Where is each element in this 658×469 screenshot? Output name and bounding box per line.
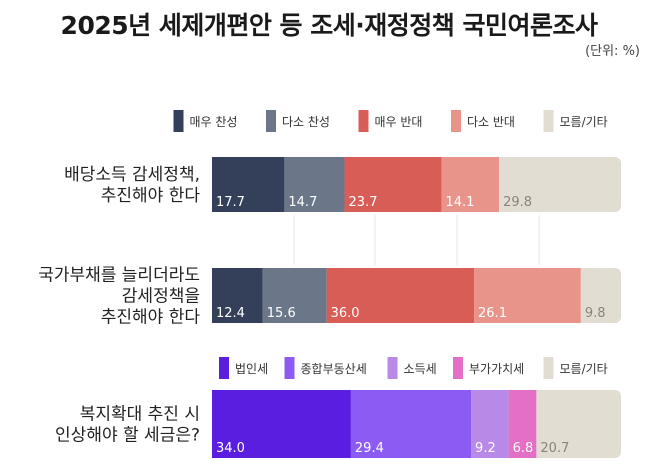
legend-swatch: [219, 357, 229, 379]
legend-swatch: [453, 357, 463, 379]
bar-segment: [580, 268, 621, 323]
category-label: 감세정책을: [122, 287, 200, 307]
data-label: 12.4: [216, 306, 245, 321]
legend-label: 종합부동산세: [301, 362, 367, 376]
bar-segment: [441, 157, 500, 212]
data-label: 17.7: [216, 195, 245, 210]
bar-segment: [262, 268, 327, 323]
legend-swatch: [451, 110, 461, 132]
legend-label: 다소 반대: [467, 115, 515, 129]
category-label: 복지확대 추진 시: [80, 405, 200, 425]
bar-segment: [350, 390, 472, 458]
data-label: 26.1: [478, 306, 507, 321]
legend-label: 부가가치세: [469, 362, 524, 376]
category-label: 인상해야 할 세금은?: [55, 426, 200, 446]
bar-segment: [212, 157, 285, 212]
bar-segment-edge: [580, 268, 589, 323]
data-label: 20.7: [540, 441, 569, 456]
data-label: 6.8: [513, 441, 534, 456]
legend-label: 소득세: [404, 362, 437, 376]
bar-segment: [471, 390, 509, 458]
chart-title: 2025년 세제개편안 등 조세·재정정책 국민여론조사: [60, 11, 598, 40]
legend-swatch: [266, 110, 276, 132]
legend-label: 모름/기타: [560, 115, 608, 129]
legend-label: 매우 반대: [375, 115, 423, 129]
legend-label: 모름/기타: [560, 362, 608, 376]
legend-swatch: [543, 357, 554, 379]
bar-segment: [284, 157, 345, 212]
bar-segment: [326, 268, 475, 323]
data-label: 36.0: [331, 306, 360, 321]
category-label: 추진해야 한다: [101, 308, 201, 328]
bar-segment: [474, 268, 581, 323]
legend-swatch: [543, 110, 554, 132]
legend-swatch: [387, 357, 398, 379]
data-label: 23.7: [349, 195, 378, 210]
bar-segment: [344, 157, 442, 212]
data-label: 15.6: [267, 306, 296, 321]
legend-label: 법인세: [235, 362, 268, 376]
bar-segment: [536, 390, 621, 458]
bar-segment-edge: [536, 390, 545, 458]
legend-swatch: [173, 110, 184, 132]
legend-swatch: [358, 110, 369, 132]
data-label: 14.1: [445, 195, 474, 210]
data-label: 29.4: [355, 441, 384, 456]
legend-swatch: [284, 357, 295, 379]
legend-label: 매우 찬성: [190, 114, 238, 129]
bar-segment: [508, 390, 537, 458]
category-label: 국가부채를 늘리더라도: [38, 266, 200, 286]
data-label: 34.0: [216, 441, 245, 456]
legend-label: 다소 찬성: [282, 114, 330, 129]
bar-segment: [212, 268, 263, 323]
category-label: 추진해야 한다: [101, 186, 201, 206]
data-label: 14.7: [288, 195, 317, 210]
bar-segment: [212, 390, 351, 458]
unit-note: (단위: %): [585, 44, 640, 59]
data-label: 29.8: [503, 195, 532, 210]
data-label: 9.8: [585, 306, 606, 321]
category-label: 배당소득 감세정책,: [64, 165, 200, 185]
data-label: 9.2: [475, 441, 496, 456]
bar-segment: [499, 157, 621, 212]
bar-segment-edge: [499, 157, 508, 212]
